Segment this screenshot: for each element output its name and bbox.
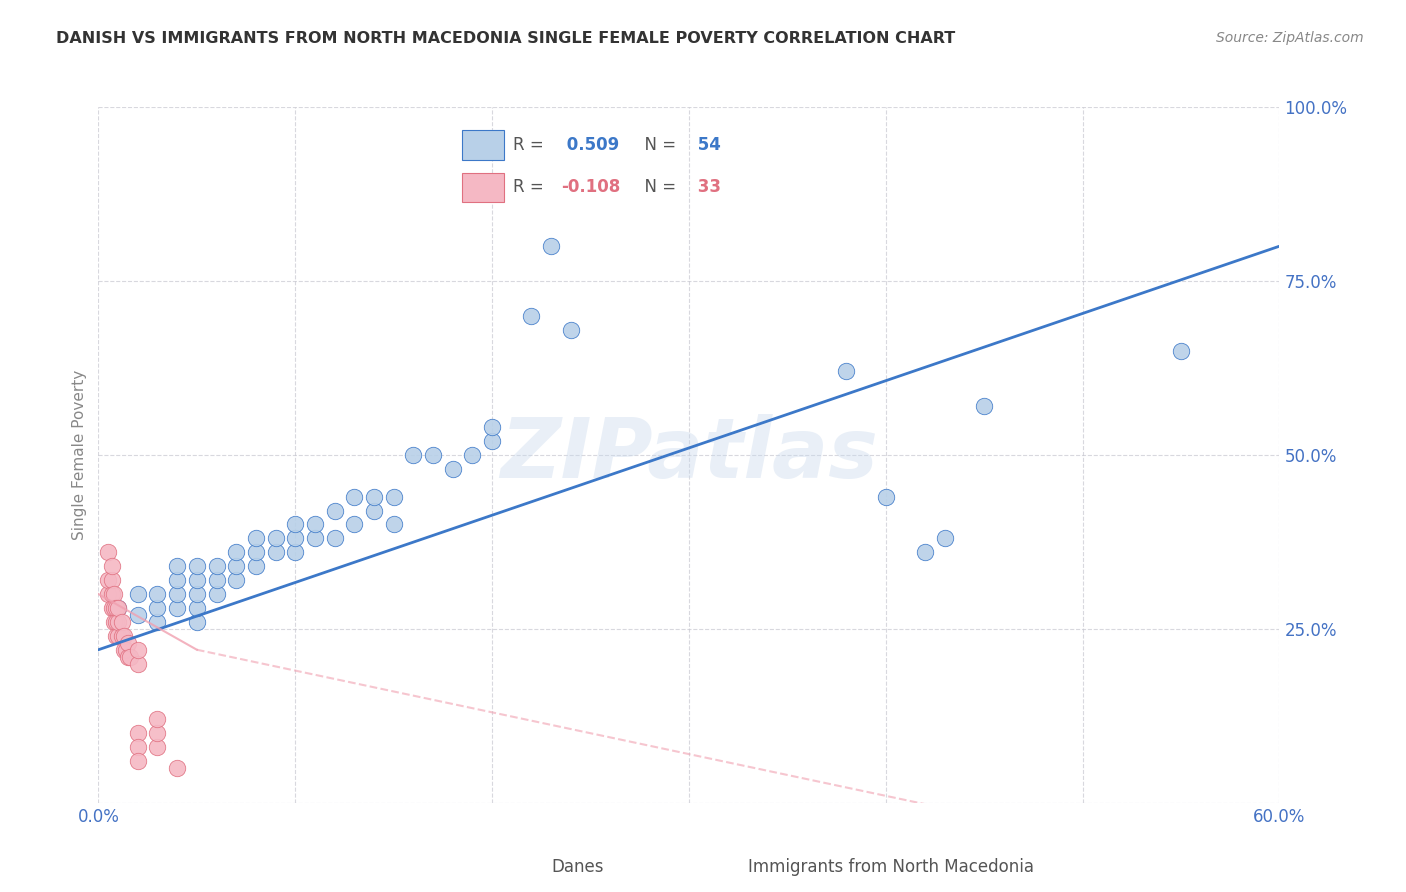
Point <box>112 629 135 643</box>
Point <box>146 712 169 726</box>
Point <box>304 532 326 546</box>
Point <box>284 532 307 546</box>
Point <box>117 636 139 650</box>
Point <box>127 587 149 601</box>
Point <box>101 559 124 574</box>
Text: ZIPatlas: ZIPatlas <box>501 415 877 495</box>
Point <box>166 601 188 615</box>
Point <box>127 726 149 740</box>
Point <box>284 517 307 532</box>
Point <box>284 545 307 559</box>
Point <box>205 587 228 601</box>
Point <box>166 761 188 775</box>
Point <box>835 364 858 378</box>
Point <box>560 323 582 337</box>
Point <box>97 573 120 587</box>
Point <box>112 642 135 657</box>
Point <box>323 532 346 546</box>
Point <box>118 649 141 664</box>
Point <box>520 309 543 323</box>
Point <box>481 434 503 448</box>
Y-axis label: Single Female Poverty: Single Female Poverty <box>72 370 87 540</box>
Point <box>166 587 188 601</box>
Point <box>323 503 346 517</box>
Point <box>146 587 169 601</box>
Point <box>264 545 287 559</box>
Point <box>914 545 936 559</box>
Point <box>111 615 134 629</box>
Point <box>103 601 125 615</box>
Point <box>481 420 503 434</box>
Point <box>146 601 169 615</box>
Point <box>127 607 149 622</box>
Point <box>1170 343 1192 358</box>
Point <box>107 629 129 643</box>
Point <box>105 601 128 615</box>
Point <box>363 503 385 517</box>
Point <box>343 490 366 504</box>
Point <box>186 573 208 587</box>
Point <box>97 587 120 601</box>
Point <box>186 559 208 574</box>
Point <box>101 587 124 601</box>
Point <box>127 754 149 768</box>
Point <box>186 601 208 615</box>
Point <box>115 642 138 657</box>
Point <box>461 448 484 462</box>
Point <box>382 517 405 532</box>
Point <box>105 629 128 643</box>
Text: Immigrants from North Macedonia: Immigrants from North Macedonia <box>748 858 1033 876</box>
Point <box>225 545 247 559</box>
Point <box>382 490 405 504</box>
Point <box>103 615 125 629</box>
Point <box>127 740 149 755</box>
Point <box>107 601 129 615</box>
Text: DANISH VS IMMIGRANTS FROM NORTH MACEDONIA SINGLE FEMALE POVERTY CORRELATION CHAR: DANISH VS IMMIGRANTS FROM NORTH MACEDONI… <box>56 31 956 46</box>
Text: Danes: Danes <box>551 858 603 876</box>
Point <box>225 559 247 574</box>
Point <box>166 573 188 587</box>
Text: Source: ZipAtlas.com: Source: ZipAtlas.com <box>1216 31 1364 45</box>
Point <box>875 490 897 504</box>
Point <box>441 462 464 476</box>
Point <box>107 615 129 629</box>
Point <box>363 490 385 504</box>
Point <box>186 615 208 629</box>
Point <box>117 649 139 664</box>
Point <box>107 601 129 615</box>
Point <box>97 545 120 559</box>
Point <box>101 601 124 615</box>
Point <box>205 573 228 587</box>
Point <box>245 532 267 546</box>
Point <box>105 615 128 629</box>
Point <box>973 399 995 413</box>
Point <box>304 517 326 532</box>
Point <box>245 559 267 574</box>
Point <box>225 573 247 587</box>
Point <box>422 448 444 462</box>
Point <box>127 642 149 657</box>
Point <box>343 517 366 532</box>
Point <box>264 532 287 546</box>
Point <box>146 726 169 740</box>
Point <box>934 532 956 546</box>
Point <box>146 615 169 629</box>
Point <box>111 629 134 643</box>
Point <box>146 740 169 755</box>
Point <box>245 545 267 559</box>
Point <box>205 559 228 574</box>
Point <box>166 559 188 574</box>
Point <box>186 587 208 601</box>
Point <box>103 587 125 601</box>
Point <box>101 573 124 587</box>
Point <box>402 448 425 462</box>
Point <box>127 657 149 671</box>
Point <box>540 239 562 253</box>
